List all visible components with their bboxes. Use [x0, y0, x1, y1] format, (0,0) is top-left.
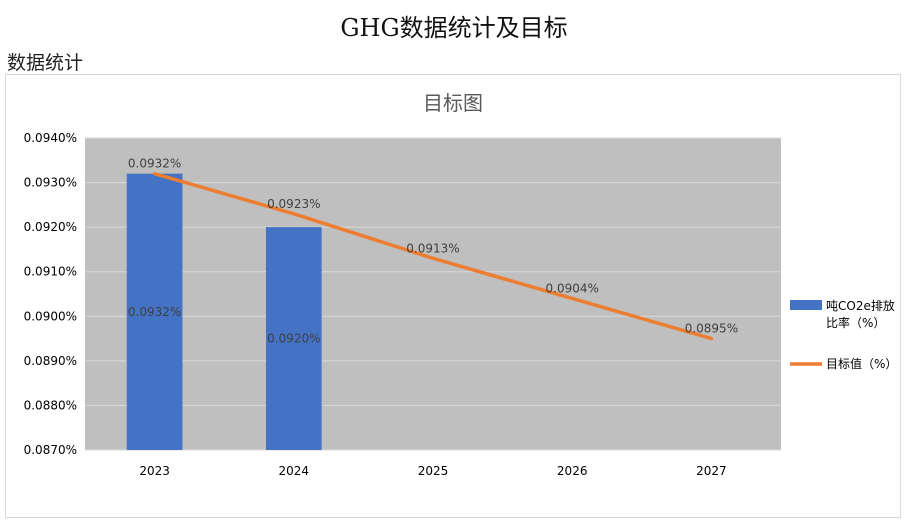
plot-area	[85, 138, 781, 450]
y-tick-label: 0.0940%	[24, 131, 77, 145]
line-series	[152, 171, 714, 341]
line-data-label: 0.0904%	[546, 281, 599, 295]
chart-frame: 目标图 0.0870% 0.0880% 0.0890% 0.0900% 0.0910% 0…	[5, 74, 901, 518]
legend: 吨CO2e排放比率（%） 目标值（%）	[790, 298, 897, 371]
target-line	[152, 171, 714, 341]
y-tick-label: 0.0910%	[24, 265, 77, 279]
section-label: 数据统计	[7, 52, 84, 74]
x-tick-label: 2026	[557, 464, 588, 478]
y-tick-label: 0.0920%	[24, 220, 77, 234]
bar	[126, 173, 183, 450]
line-data-label: 0.0923%	[267, 197, 320, 211]
y-tick-label: 0.0900%	[24, 309, 77, 323]
y-tick-label: 0.0870%	[24, 443, 77, 457]
bar-data-label: 0.0932%	[128, 305, 181, 319]
line-data-label: 0.0913%	[406, 241, 459, 255]
bar-data-label: 0.0920%	[267, 332, 320, 346]
target-chart: 目标图 0.0870%0.0880%0.0890%0.0900%0.0910%0…	[24, 91, 898, 478]
x-tick-label: 2025	[418, 464, 449, 478]
y-tick-label: 0.0890%	[24, 354, 77, 368]
x-tick-label: 2027	[696, 464, 727, 478]
bar-data-labels: 0.0932% 0.0920%	[128, 305, 321, 346]
y-tick-label: 0.0930%	[24, 176, 77, 190]
line-data-label: 0.0932%	[128, 157, 181, 171]
legend-line-label: 目标值（%）	[826, 356, 897, 371]
legend-bar-swatch	[790, 300, 822, 310]
page-title: GHG数据统计及目标	[340, 14, 568, 42]
x-axis-ticks: 2023 2024 2025 2026 2027	[139, 464, 726, 478]
line-data-labels: 0.0932% 0.0923% 0.0913% 0.0904% 0.0895%	[128, 157, 738, 336]
x-tick-label: 2023	[139, 464, 170, 478]
bar-series	[126, 173, 322, 450]
line-data-label: 0.0895%	[685, 322, 738, 336]
grid-lines	[85, 137, 781, 451]
bar	[265, 227, 322, 450]
y-axis-ticks: 0.0870% 0.0880% 0.0890% 0.0900% 0.0910% 0.092…	[24, 131, 77, 457]
legend-bar-label: 吨CO2e排放比率（%）	[826, 298, 895, 330]
x-tick-label: 2024	[279, 464, 310, 478]
y-tick-label: 0.0880%	[24, 398, 77, 412]
chart-title: 目标图	[423, 91, 483, 115]
